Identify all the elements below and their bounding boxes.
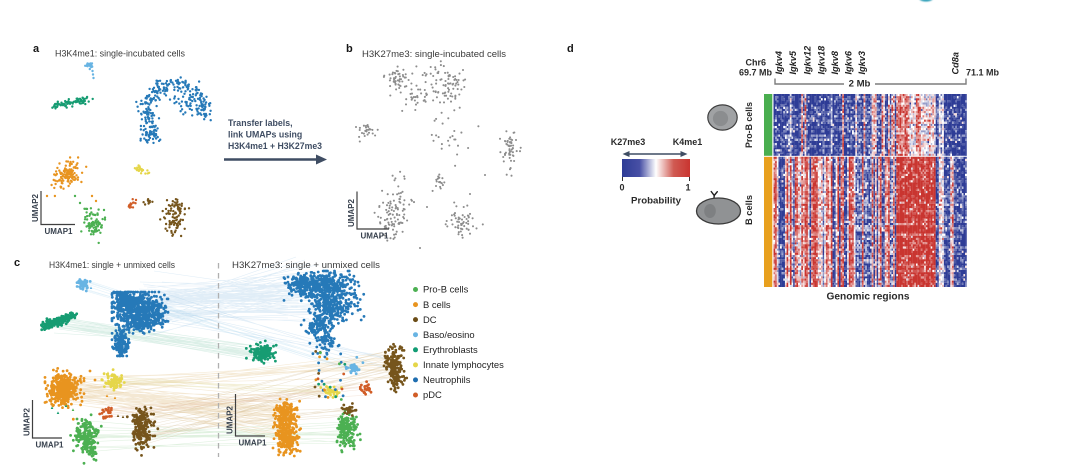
- svg-text:Pro-B cells: Pro-B cells: [423, 284, 469, 295]
- svg-text:Transfer labels,: Transfer labels,: [228, 118, 293, 128]
- svg-text:UMAP2: UMAP2: [346, 199, 356, 227]
- svg-text:b: b: [346, 43, 353, 55]
- svg-text:H3K4me1: single + unmixed cell: H3K4me1: single + unmixed cells: [49, 260, 176, 270]
- svg-text:H3K4me1 + H3K27me3: H3K4me1 + H3K27me3: [228, 141, 322, 151]
- svg-text:Igkv18: Igkv18: [817, 45, 827, 74]
- svg-text:Igkv8: Igkv8: [830, 50, 840, 74]
- svg-text:Pro-B cells: Pro-B cells: [744, 102, 754, 148]
- svg-text:Chr6: Chr6: [745, 58, 766, 68]
- svg-text:c: c: [14, 257, 20, 269]
- svg-text:Igkv6: Igkv6: [844, 50, 854, 74]
- svg-text:K27me3: K27me3: [611, 137, 646, 147]
- svg-text:Probability: Probability: [631, 196, 682, 206]
- svg-text:DC: DC: [423, 314, 437, 325]
- svg-text:UMAP2: UMAP2: [22, 408, 32, 436]
- svg-text:71.1 Mb: 71.1 Mb: [966, 68, 1000, 78]
- svg-text:Baso/eosino: Baso/eosino: [423, 329, 475, 340]
- svg-text:H3K4me1: single-incubated cell: H3K4me1: single-incubated cells: [55, 49, 186, 59]
- svg-text:K4me1: K4me1: [673, 137, 703, 147]
- svg-text:UMAP1: UMAP1: [361, 231, 389, 241]
- svg-text:Neutrophils: Neutrophils: [423, 374, 471, 385]
- svg-text:Cd8a: Cd8a: [950, 52, 960, 74]
- svg-text:Igkv5: Igkv5: [788, 50, 798, 74]
- svg-text:Innate lymphocytes: Innate lymphocytes: [423, 359, 504, 370]
- svg-text:UMAP1: UMAP1: [239, 438, 267, 448]
- svg-text:pDC: pDC: [423, 389, 442, 400]
- svg-text:Igkv4: Igkv4: [774, 51, 784, 75]
- svg-text:69.7 Mb: 69.7 Mb: [739, 68, 773, 78]
- svg-text:Igkv3: Igkv3: [857, 51, 867, 75]
- svg-text:Genomic regions: Genomic regions: [827, 292, 910, 303]
- svg-text:2 Mb: 2 Mb: [849, 78, 871, 89]
- svg-text:H3K27me3: single + unmixed cel: H3K27me3: single + unmixed cells: [232, 260, 381, 270]
- svg-text:UMAP1: UMAP1: [36, 440, 64, 450]
- svg-text:B cells: B cells: [744, 195, 754, 225]
- svg-text:Erythroblasts: Erythroblasts: [423, 344, 478, 355]
- svg-text:H3K27me3: single-incubated cel: H3K27me3: single-incubated cells: [362, 49, 507, 59]
- svg-text:Igkv12: Igkv12: [803, 45, 813, 74]
- svg-text:B cells: B cells: [423, 299, 451, 310]
- svg-text:0: 0: [619, 183, 624, 193]
- svg-text:1: 1: [685, 183, 690, 193]
- svg-text:UMAP2: UMAP2: [225, 406, 235, 434]
- svg-text:a: a: [33, 43, 40, 55]
- svg-text:d: d: [567, 43, 574, 55]
- svg-text:UMAP2: UMAP2: [30, 194, 40, 222]
- svg-text:link UMAPs using: link UMAPs using: [228, 130, 302, 140]
- svg-text:UMAP1: UMAP1: [45, 226, 73, 236]
